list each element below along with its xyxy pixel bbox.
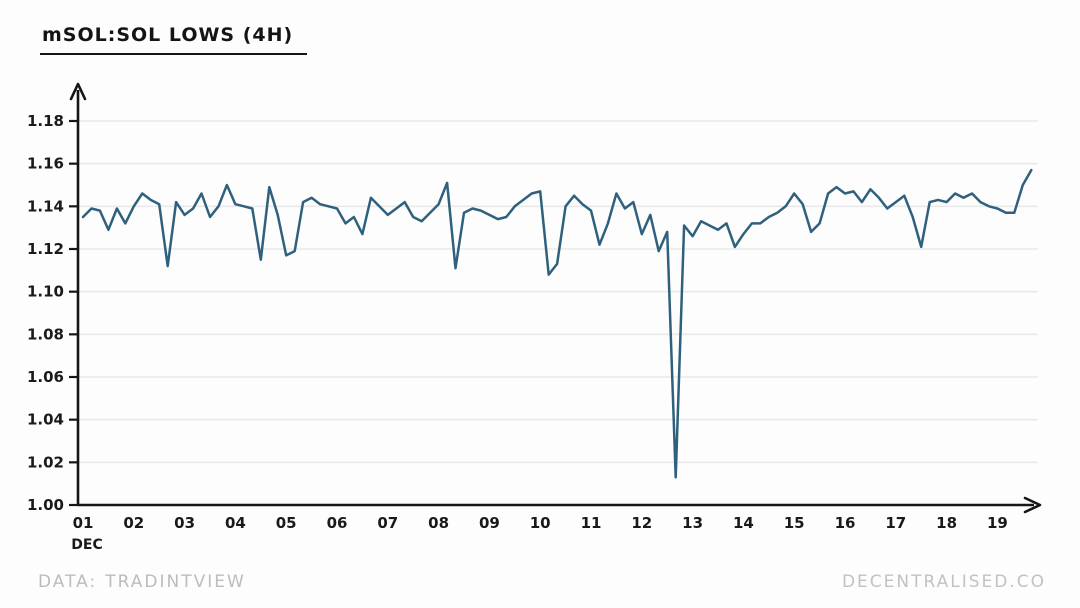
brand-watermark: DECENTRALISED.CO [841,572,1046,592]
x-tick-label: 01 [73,514,94,532]
y-tick-label: 1.00 [27,496,64,514]
x-axis-month-label: DEC [71,537,102,553]
x-tick-label: 04 [225,514,246,532]
x-tick-label: 10 [530,514,551,532]
x-tick-label: 11 [581,514,602,532]
x-tick-label: 17 [885,514,906,532]
x-tick-label: 02 [123,514,144,532]
y-tick-label: 1.02 [27,453,64,471]
x-tick-label: 09 [479,514,500,532]
x-axis-arrow-icon [1023,496,1042,514]
x-tick-label: 03 [174,514,195,532]
data-source-credit: DATA: TRADINTVIEW [38,572,246,592]
x-tick-label: 19 [987,514,1008,532]
y-tick-label: 1.08 [27,325,64,343]
y-tick-label: 1.10 [27,283,64,301]
x-tick-label: 06 [327,514,348,532]
chart-title: mSOL:SOL LOWS (4H) [40,24,308,55]
data-source-label: DATA: [38,572,98,592]
x-tick-label: 08 [428,514,449,532]
x-tick-label: 12 [631,514,652,532]
x-tick-label: 18 [936,514,957,532]
x-tick-label: 15 [784,514,805,532]
data-source-name: TRADINTVIEW [105,572,246,592]
y-tick-label: 1.12 [27,240,64,258]
x-tick-label: 07 [377,514,398,532]
price-line [81,168,1033,479]
y-tick-label: 1.04 [27,411,64,429]
x-tick-label: 16 [835,514,856,532]
y-tick-label: 1.16 [27,155,64,173]
y-tick-label: 1.06 [27,368,64,386]
y-tick-label: 1.14 [27,197,64,215]
x-tick-label: 13 [682,514,703,532]
y-axis-arrow-icon [69,82,87,101]
x-tick-label: 05 [276,514,297,532]
y-tick-label: 1.18 [27,112,64,130]
x-tick-label: 14 [733,514,754,532]
